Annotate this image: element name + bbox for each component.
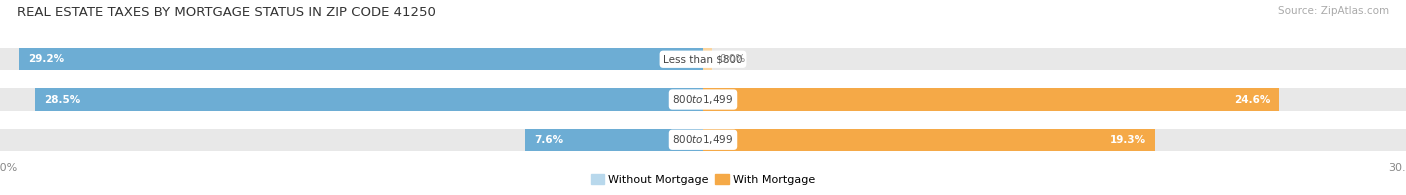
Bar — [524, 129, 703, 151]
Text: 29.2%: 29.2% — [28, 54, 65, 64]
Text: 28.5%: 28.5% — [45, 95, 80, 105]
Bar — [18, 48, 703, 70]
Text: 24.6%: 24.6% — [1233, 95, 1270, 105]
Text: 7.6%: 7.6% — [534, 135, 564, 145]
Bar — [703, 48, 713, 70]
Legend: Without Mortgage, With Mortgage: Without Mortgage, With Mortgage — [586, 170, 820, 189]
Bar — [0, 89, 1406, 111]
Bar — [703, 129, 1156, 151]
Text: REAL ESTATE TAXES BY MORTGAGE STATUS IN ZIP CODE 41250: REAL ESTATE TAXES BY MORTGAGE STATUS IN … — [17, 6, 436, 19]
Text: $800 to $1,499: $800 to $1,499 — [672, 133, 734, 146]
Text: $800 to $1,499: $800 to $1,499 — [672, 93, 734, 106]
Text: 0.0%: 0.0% — [720, 54, 745, 64]
Bar — [0, 129, 1406, 151]
Bar — [0, 48, 1406, 70]
Bar — [703, 89, 1279, 111]
Text: 19.3%: 19.3% — [1109, 135, 1146, 145]
Text: Less than $800: Less than $800 — [664, 54, 742, 64]
Bar — [35, 89, 703, 111]
Text: Source: ZipAtlas.com: Source: ZipAtlas.com — [1278, 6, 1389, 16]
